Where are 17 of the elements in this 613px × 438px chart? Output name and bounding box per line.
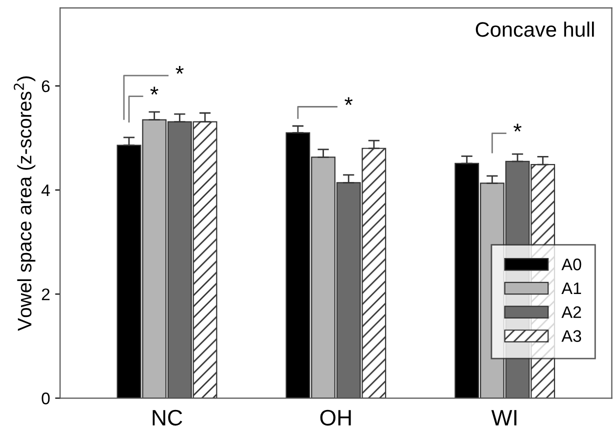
annotation: *: [344, 97, 353, 106]
y-tick-label: 6: [42, 80, 50, 92]
x-tick-label: WI: [491, 410, 516, 426]
legend-label: A1: [561, 282, 582, 294]
y-tick-label: 4: [41, 184, 50, 196]
annotation: *: [176, 66, 184, 74]
text: Concave hull: [476, 22, 594, 37]
legend-label: A3: [561, 330, 582, 342]
x-tick-label: OH: [320, 410, 351, 426]
y-axis-title: Vowel space area (z-scores$^{2}$): [14, 76, 36, 331]
annotation: *: [514, 124, 522, 132]
legend-label: A0: [561, 258, 582, 270]
y-tick-label: 2: [42, 288, 50, 300]
annotation: *: [150, 86, 158, 95]
y-tick-label: 0: [42, 392, 50, 404]
x-tick-label: NC: [152, 410, 182, 426]
legend-label: A2: [561, 306, 581, 318]
